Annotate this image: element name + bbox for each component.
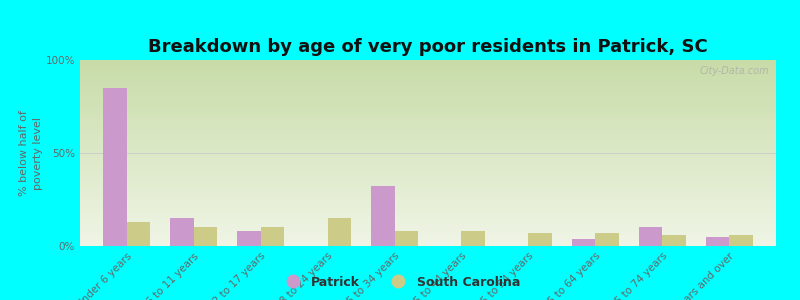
- Bar: [572, 238, 595, 246]
- Bar: [371, 187, 394, 246]
- Bar: [238, 231, 261, 246]
- Bar: [462, 231, 485, 246]
- Bar: [528, 233, 552, 246]
- Bar: [639, 227, 662, 246]
- Title: Breakdown by age of very poor residents in Patrick, SC: Breakdown by age of very poor residents …: [148, 38, 708, 56]
- Bar: [394, 231, 418, 246]
- Bar: [127, 222, 150, 246]
- Bar: [103, 88, 127, 246]
- Text: City-Data.com: City-Data.com: [699, 66, 769, 76]
- Bar: [328, 218, 351, 246]
- Bar: [170, 218, 194, 246]
- Legend: Patrick, South Carolina: Patrick, South Carolina: [275, 271, 525, 294]
- Bar: [261, 227, 284, 246]
- Y-axis label: % below half of
poverty level: % below half of poverty level: [19, 110, 43, 196]
- Bar: [662, 235, 686, 246]
- Bar: [706, 237, 729, 246]
- Bar: [595, 233, 618, 246]
- Bar: [194, 227, 217, 246]
- Bar: [729, 235, 753, 246]
